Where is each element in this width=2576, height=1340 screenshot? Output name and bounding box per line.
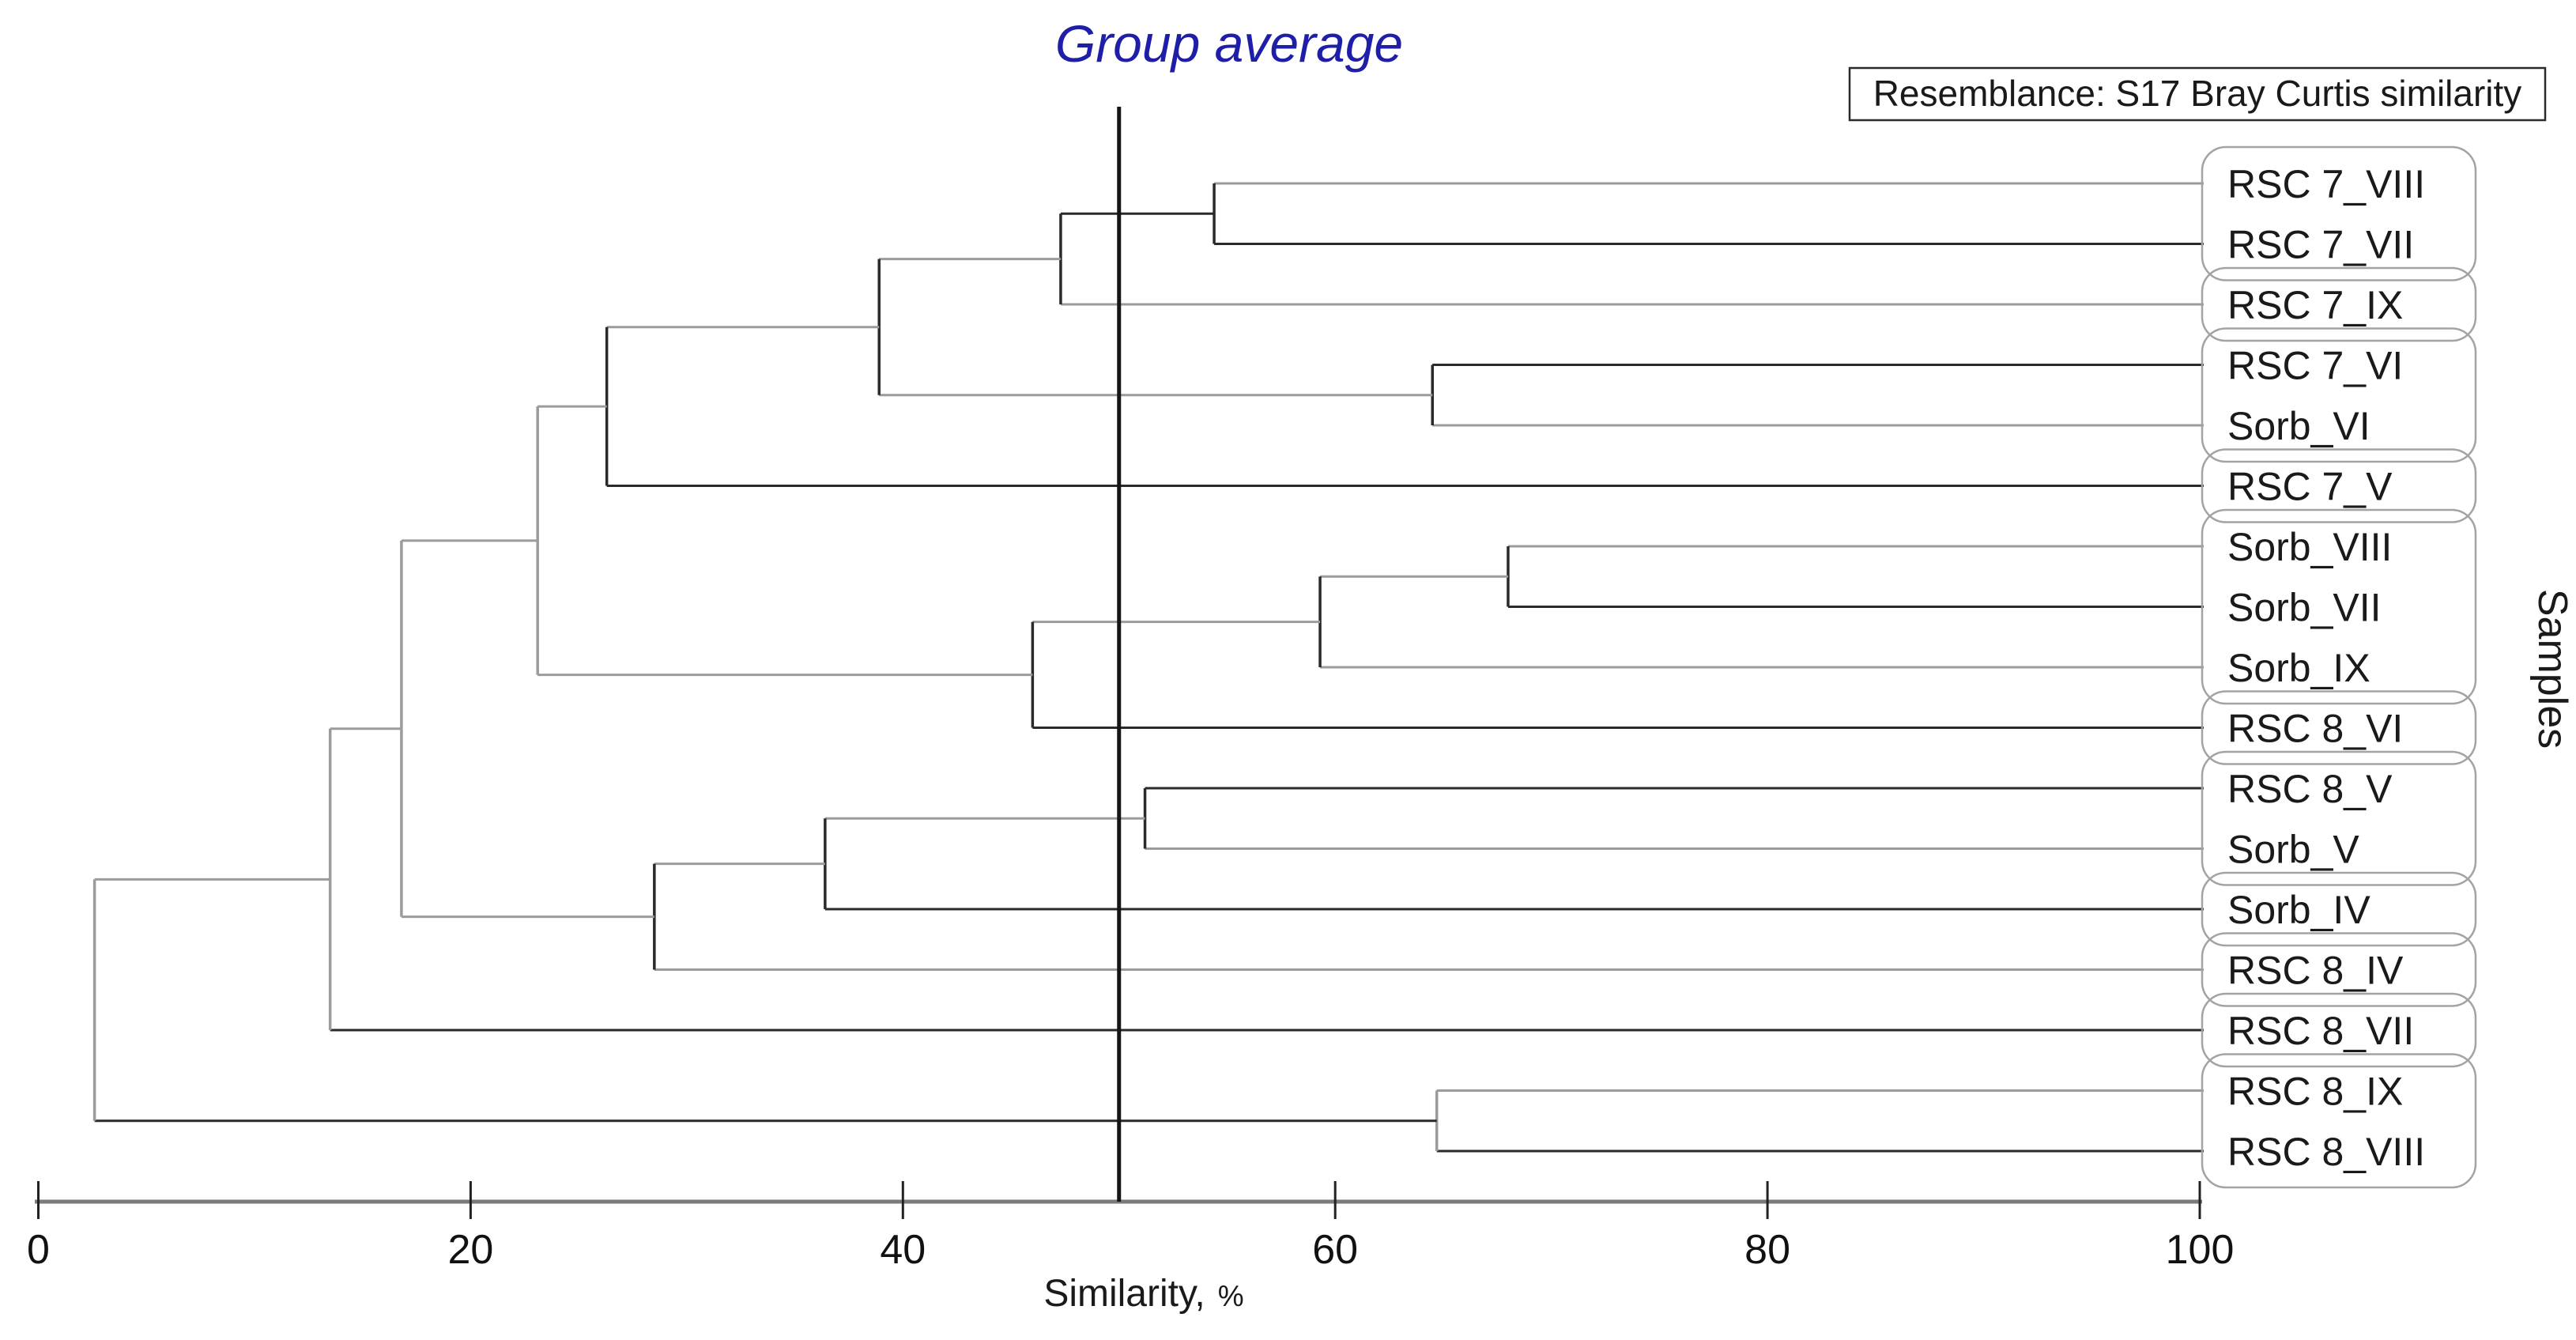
sample-label: RSC 7_VIII <box>2227 162 2425 206</box>
similarity-axis-label: Similarity,% <box>1043 1273 1243 1315</box>
sample-label: Sorb_IX <box>2227 646 2370 690</box>
group-box <box>2201 750 2477 886</box>
axis-tick-label: 40 <box>880 1227 926 1273</box>
group-box <box>2201 145 2477 281</box>
sample-label: RSC 8_VI <box>2227 707 2403 751</box>
group-box <box>2201 327 2477 463</box>
axis-tick-label: 20 <box>447 1227 493 1273</box>
group-box <box>2201 871 2477 947</box>
chart-title: Group average <box>1055 14 1403 73</box>
group-box <box>2201 992 2477 1068</box>
group-box <box>2201 508 2477 705</box>
resemblance-box <box>1848 66 2547 122</box>
samples-axis-label: Samples <box>2529 589 2575 749</box>
group-box <box>2201 932 2477 1007</box>
similarity-axis-label-percent: % <box>1218 1280 1244 1312</box>
sample-label: RSC 8_IV <box>2227 949 2404 993</box>
sample-label: RSC 8_IX <box>2227 1070 2403 1114</box>
sample-label: Sorb_V <box>2227 828 2359 872</box>
resemblance-annotation: Resemblance: S17 Bray Curtis similarity <box>1873 73 2522 114</box>
sample-label: RSC 8_VII <box>2227 1009 2414 1053</box>
group-box <box>2201 448 2477 523</box>
sample-label: RSC 8_V <box>2227 767 2393 811</box>
group-box <box>2201 1053 2477 1189</box>
sample-label: Sorb_VI <box>2227 404 2370 448</box>
sample-label: RSC 8_VIII <box>2227 1130 2425 1174</box>
similarity-axis-label-main: Similarity, <box>1043 1273 1205 1315</box>
sample-label: Sorb_VIII <box>2227 525 2392 569</box>
group-box <box>2201 266 2477 342</box>
sample-label: RSC 7_IX <box>2227 283 2403 327</box>
dendrogram-lines: 0 20 40 60 80 100 RSC 7_VIII RSC 7_VII RSC 7_IX R… <box>27 107 2477 1273</box>
axis-tick-label: 0 <box>27 1227 50 1273</box>
sample-label: RSC 7_V <box>2227 465 2393 509</box>
sample-label: Sorb_IV <box>2227 888 2370 932</box>
axis-tick-label: 80 <box>1744 1227 1790 1273</box>
sample-label: RSC 7_VI <box>2227 344 2403 388</box>
group-box <box>2201 690 2477 765</box>
axis-tick-label: 100 <box>2166 1227 2235 1273</box>
sample-label: RSC 7_VII <box>2227 223 2414 267</box>
axis-tick-label: 60 <box>1312 1227 1358 1273</box>
sample-label: Sorb_VII <box>2227 586 2382 630</box>
